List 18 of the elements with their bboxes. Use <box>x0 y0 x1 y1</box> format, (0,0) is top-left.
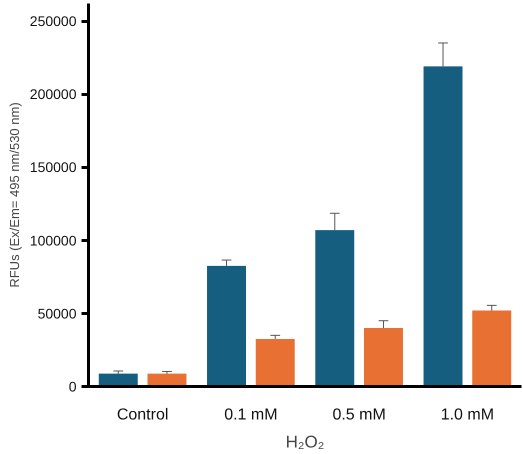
x-tick-label: 0.5 mM <box>332 406 386 424</box>
x-tick-label: Control <box>116 406 168 424</box>
bar <box>315 230 354 386</box>
y-tick-label: 50000 <box>38 305 77 322</box>
y-tick-label: 250000 <box>30 13 77 30</box>
y-tick-label: 150000 <box>30 159 77 176</box>
x-tick-label: 0.1 mM <box>224 406 278 424</box>
bar <box>364 328 403 386</box>
x-tick-label: 1.0 mM <box>440 406 494 424</box>
bar <box>256 338 295 386</box>
y-tick-label: 0 <box>68 378 77 394</box>
bar <box>424 66 463 386</box>
y-tick-label: 100000 <box>30 232 77 248</box>
x-axis-title: H₂O₂ <box>286 432 324 452</box>
bar <box>207 266 246 386</box>
bar <box>472 310 512 386</box>
y-axis-title: RFUs (Ex/Em= 495 nm/530 nm) <box>6 102 22 288</box>
y-tick-label: 200000 <box>30 86 77 102</box>
